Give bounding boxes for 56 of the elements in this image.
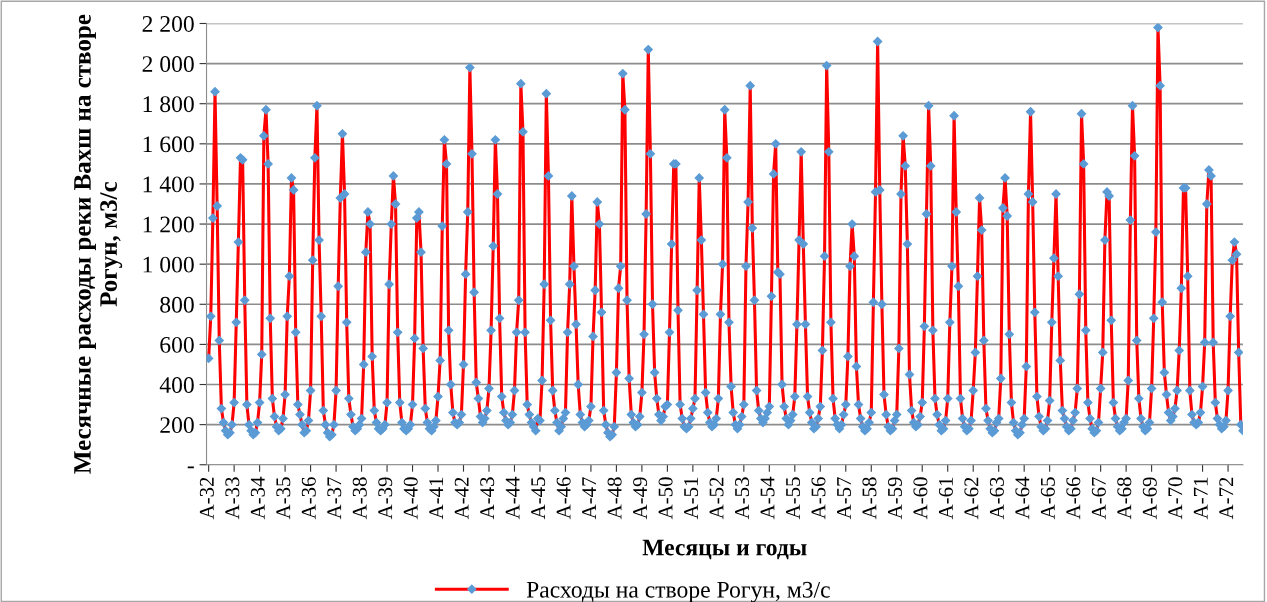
x-tick-label: A-67 [1091,477,1106,520]
x-tick-label: A-47 [582,477,596,520]
x-tick-label: A-63 [989,477,1004,520]
x-tick-label: A-41 [429,477,444,520]
x-tick-label: A-59 [887,477,902,520]
x-tick-label: A-69 [1142,477,1157,520]
x-tick-label: A-58 [862,477,877,520]
x-tick-label: A-72 [1219,477,1234,520]
x-tick-label: A-36 [301,477,316,520]
x-tick-label: A-43 [480,477,495,520]
x-tick-label: A-52 [709,477,724,520]
x-tick-label: A-54 [760,476,775,520]
x-tick-label: A-65 [1040,477,1055,520]
x-tick-label: A-56 [811,477,826,520]
y-tick-label: 2 000 [142,56,194,73]
x-tick-label: A-60 [913,477,928,520]
legend-label: Расходы на створе Рогун, м3/с [526,581,830,602]
y-tick-label: 2 200 [142,15,194,32]
x-tick-label: A-37 [327,477,342,520]
x-tick-label: A-45 [531,477,546,520]
y-tick-label: 1 400 [143,176,194,193]
x-tick-label: A-46 [556,477,571,520]
x-tick-label: A-53 [735,477,750,520]
x-tick-label: A-34 [250,476,265,520]
x-tick-label: A-51 [684,477,699,520]
y-tick-label: 1 200 [143,216,194,233]
y-tick-label: - [187,466,194,469]
x-tick-label: A-42 [454,477,469,520]
x-tick-label: A-38 [352,477,367,520]
x-tick-label: A-44 [505,476,520,520]
x-tick-label: A-50 [658,477,673,520]
y-tick-label: 1 800 [143,96,194,113]
x-tick-label: A-57 [837,477,851,520]
y-tick-label: 1 000 [143,256,194,273]
x-tick-label: A-71 [1193,477,1208,520]
x-tick-label: A-32 [199,477,214,520]
x-tick-label: A-55 [786,477,801,520]
x-tick-label: A-66 [1066,477,1081,520]
x-tick-label: A-33 [225,477,240,520]
x-tick-label: A-48 [607,477,622,520]
y-tick-label: 200 [160,417,194,434]
y-axis-title: Месячные расходы реки Вахш на створе Рогун, м3/с [74,14,123,474]
x-tick-label: A-61 [938,477,953,520]
y-tick-label: 1 600 [143,136,194,153]
y-tick-label: 400 [159,377,194,393]
x-tick-label: A-70 [1168,477,1183,520]
x-tick-label: A-62 [964,477,979,520]
x-axis-title: Месяцы и годы [642,539,807,560]
y-tick-label: 600 [160,336,194,353]
x-tick-label: A-35 [276,477,291,520]
x-tick-label: A-68 [1117,477,1132,520]
y-tick-label: 800 [160,296,194,313]
x-tick-label: A-64 [1015,476,1030,520]
x-tick-label: A-49 [633,477,648,520]
x-tick-label: A-40 [403,477,418,520]
x-tick-label: A-39 [378,477,393,520]
